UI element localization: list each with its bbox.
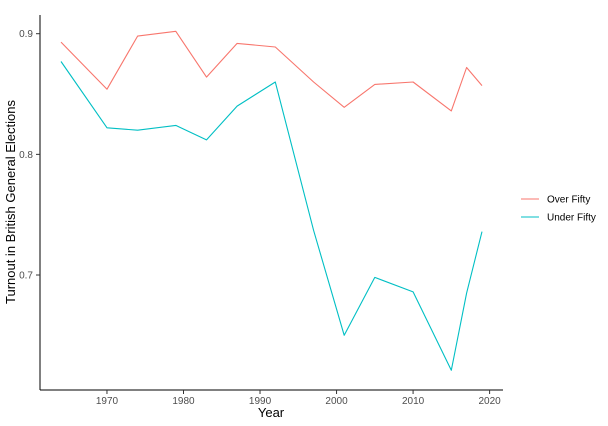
ticks: 1970 1980 1990 2000 2010 2020 0.7 0.8 0.9: [19, 29, 501, 407]
axes: [39, 15, 503, 391]
x-tick-label: 2000: [325, 396, 348, 407]
x-axis-title: Year: [258, 405, 285, 420]
series-layer: [60, 30, 483, 371]
series-line-1: [60, 30, 483, 112]
y-axis-title: Turnout in British General Elections: [3, 100, 18, 305]
legend-label-2: Under Fifty: [547, 213, 596, 224]
y-tick-label: 0.9: [19, 29, 33, 40]
x-tick-label: 1990: [249, 396, 272, 407]
y-tick-label: 0.7: [19, 271, 33, 282]
x-tick-label: 2020: [478, 396, 501, 407]
legend: Over Fifty Under Fifty: [521, 195, 596, 224]
legend-label-1: Over Fifty: [547, 195, 590, 206]
series-line-2: [60, 61, 483, 371]
x-tick-label: 1970: [96, 396, 119, 407]
y-tick-label: 0.8: [19, 150, 33, 161]
x-tick-label: 2010: [402, 396, 425, 407]
x-tick-label: 1980: [172, 396, 195, 407]
